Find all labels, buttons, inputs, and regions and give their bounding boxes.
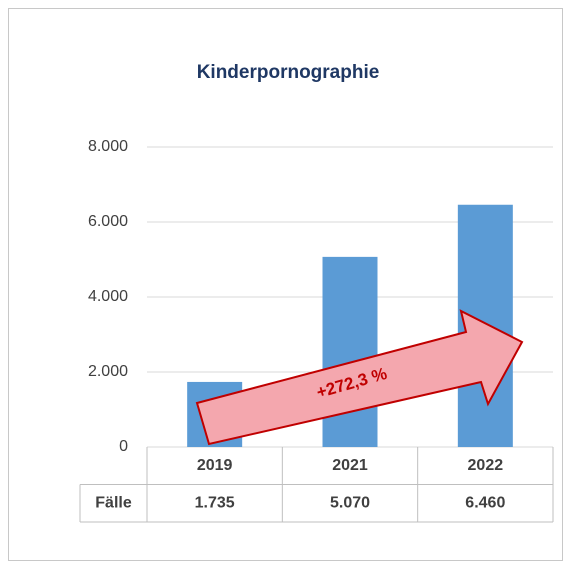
arrow (195, 309, 524, 446)
table-cell: 1.735 (195, 494, 235, 511)
y-tick-label: 6.000 (88, 213, 128, 230)
y-tick-label: 0 (119, 438, 128, 455)
x-tick-label: 2022 (468, 457, 504, 474)
table-row-header: Fälle (95, 494, 132, 511)
y-tick-label: 8.000 (88, 138, 128, 155)
x-tick-label: 2019 (197, 457, 233, 474)
chart-title: Kinderpornographie (197, 62, 380, 83)
y-tick-label: 4.000 (88, 288, 128, 305)
bar (322, 256, 378, 447)
y-tick-label: 2.000 (88, 363, 128, 380)
table-cell: 6.460 (465, 494, 505, 511)
x-tick-label: 2021 (332, 457, 368, 474)
table-cell: 5.070 (330, 494, 370, 511)
